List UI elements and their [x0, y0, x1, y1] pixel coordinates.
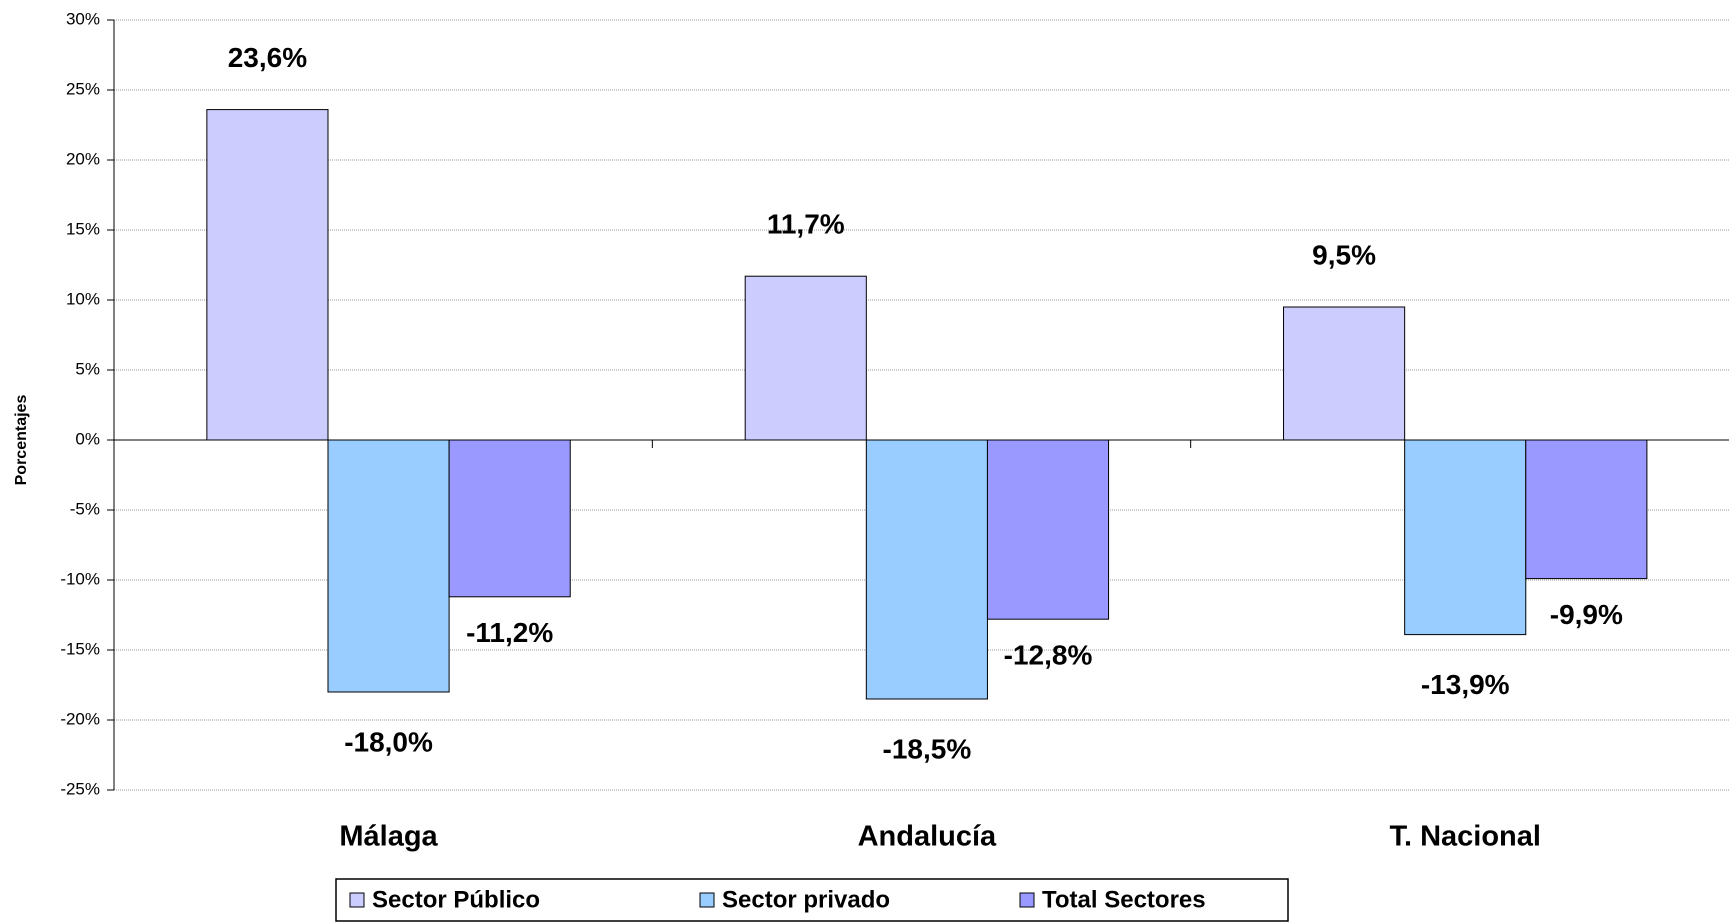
bar — [448, 439, 571, 598]
bar — [865, 439, 988, 700]
data-label: -11,2% — [466, 617, 553, 648]
y-axis-label: Porcentajes — [13, 395, 30, 486]
bar — [1404, 439, 1527, 636]
legend-label: Sector Público — [372, 886, 540, 913]
data-label: 11,7% — [767, 209, 845, 240]
y-tick-label: -20% — [60, 709, 100, 728]
legend-label: Total Sectores — [1042, 886, 1206, 913]
y-tick-label: 10% — [66, 289, 100, 308]
bar — [1283, 306, 1406, 441]
bar — [986, 439, 1110, 620]
y-tick-label: -10% — [60, 569, 100, 588]
y-tick-label: 15% — [66, 219, 100, 238]
data-label: -12,8% — [1004, 640, 1093, 671]
y-tick-label: -5% — [70, 499, 100, 518]
x-tick-label: Andalucía — [858, 821, 997, 853]
legend-swatch — [1019, 892, 1035, 908]
legend-swatch — [699, 892, 715, 908]
y-tick-label: -25% — [60, 779, 100, 798]
x-tick-label: Málaga — [339, 821, 438, 853]
legend-label: Sector privado — [722, 886, 890, 913]
data-label: -13,9% — [1421, 669, 1510, 700]
y-tick-label: 25% — [66, 79, 100, 98]
y-tick-label: 5% — [75, 359, 100, 378]
data-label: -9,9% — [1550, 599, 1623, 630]
y-tick-label: -15% — [60, 639, 100, 658]
data-label: 9,5% — [1312, 239, 1376, 270]
data-label: 23,6% — [228, 42, 307, 73]
y-tick-label: 20% — [66, 149, 100, 168]
bar — [1525, 439, 1648, 580]
bar — [744, 275, 867, 441]
y-tick-label: 30% — [66, 9, 100, 28]
legend-box — [335, 878, 1289, 922]
y-tick-label: 0% — [75, 429, 100, 448]
data-label: -18,5% — [883, 733, 972, 764]
legend-swatch — [349, 892, 365, 908]
bar — [327, 439, 450, 693]
bar — [206, 109, 329, 441]
x-tick-label: T. Nacional — [1389, 821, 1541, 853]
data-label: -18,0% — [344, 726, 433, 757]
